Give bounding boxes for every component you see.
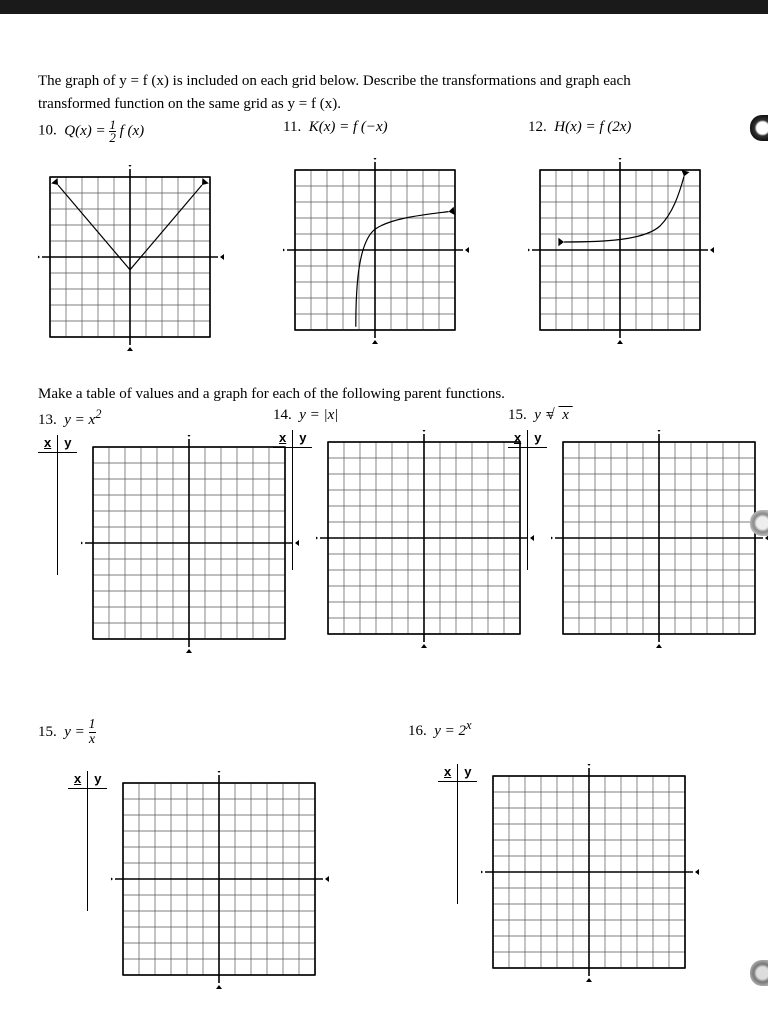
problem-10-label: 10. Q(x) = 12 f (x)	[38, 119, 248, 143]
problem-13: 13. y = x2 xy	[38, 407, 268, 658]
problem-11-fn: K(x) = f (−x)	[309, 119, 388, 135]
hole-punch	[750, 960, 768, 986]
col-y: y	[58, 435, 78, 453]
problem-16-label: 16. y = 2x	[408, 718, 738, 740]
problem-number: 14.	[273, 407, 292, 423]
grid-15b	[111, 771, 329, 994]
problem-12-fn: H(x) = f (2x)	[554, 119, 631, 135]
problem-12: 12. H(x) = f (2x)	[528, 119, 738, 356]
problem-14: 14. y = |x| xy	[273, 407, 503, 658]
col-x: x	[273, 430, 293, 448]
grid-15	[551, 430, 768, 653]
col-x: x	[68, 771, 88, 789]
xy-table: xy	[38, 435, 77, 575]
section-2-instruction: Make a table of values and a graph for e…	[38, 386, 738, 403]
col-x: x	[38, 435, 58, 453]
xy-table: xy	[438, 764, 477, 904]
instruction-line2: transformed function on the same grid as…	[38, 96, 341, 112]
problems-row-3: 15. y = 1x xy 16. y = 2x xy	[38, 718, 738, 994]
xy-table: xy	[68, 771, 107, 911]
grid-14	[316, 430, 534, 653]
xy-table: xy	[273, 430, 312, 570]
problem-16: 16. y = 2x xy	[408, 718, 738, 994]
grid-16	[481, 764, 699, 987]
problem-12-label: 12. H(x) = f (2x)	[528, 119, 738, 136]
hole-punch	[750, 510, 768, 536]
grid-10	[38, 165, 224, 356]
problem-15b: 15. y = 1x xy	[38, 718, 368, 994]
page-top-border	[0, 0, 768, 14]
problem-number: 15.	[38, 724, 57, 740]
xy-table: xy	[508, 430, 547, 570]
problems-row-2: 13. y = x2 xy 14. y = |x| xy	[38, 407, 738, 658]
problem-16-fn: y = 2x	[434, 723, 471, 739]
problem-14-fn: y = |x|	[299, 407, 338, 423]
problem-number: 12.	[528, 119, 547, 135]
instruction-text: The graph of y = f (x) is included on ea…	[38, 70, 738, 115]
problem-number: 11.	[283, 119, 301, 135]
problem-15: 15. y = x √ xy	[508, 407, 738, 658]
problem-10: 10. Q(x) = 12 f (x)	[38, 119, 248, 356]
problem-11-label: 11. K(x) = f (−x)	[283, 119, 493, 136]
col-y: y	[528, 430, 548, 448]
problem-number: 15.	[508, 407, 527, 423]
col-x: x	[508, 430, 528, 448]
problem-10-fn: Q(x) = 12 f (x)	[64, 123, 144, 139]
col-y: y	[293, 430, 313, 448]
instruction-line1: The graph of y = f (x) is included on ea…	[38, 73, 631, 89]
problem-15b-fn: y = 1x	[64, 724, 95, 740]
problem-13-label: 13. y = x2	[38, 407, 268, 429]
grid-11	[283, 158, 469, 349]
col-x: x	[438, 764, 458, 782]
col-y: y	[88, 771, 108, 789]
problem-number: 16.	[408, 723, 427, 739]
problem-number: 13.	[38, 412, 57, 428]
problem-15-label: 15. y = x √	[508, 407, 738, 424]
problem-14-label: 14. y = |x|	[273, 407, 503, 424]
problem-15b-label: 15. y = 1x	[38, 718, 368, 747]
hole-punch	[750, 115, 768, 141]
grid-13	[81, 435, 299, 658]
problem-11: 11. K(x) = f (−x)	[283, 119, 493, 356]
col-y: y	[458, 764, 478, 782]
grid-12	[528, 158, 714, 349]
problem-13-fn: y = x2	[64, 412, 101, 428]
problems-row-1: 10. Q(x) = 12 f (x) 11. K(x) = f (−x) 12…	[38, 119, 738, 356]
problem-number: 10.	[38, 123, 57, 139]
